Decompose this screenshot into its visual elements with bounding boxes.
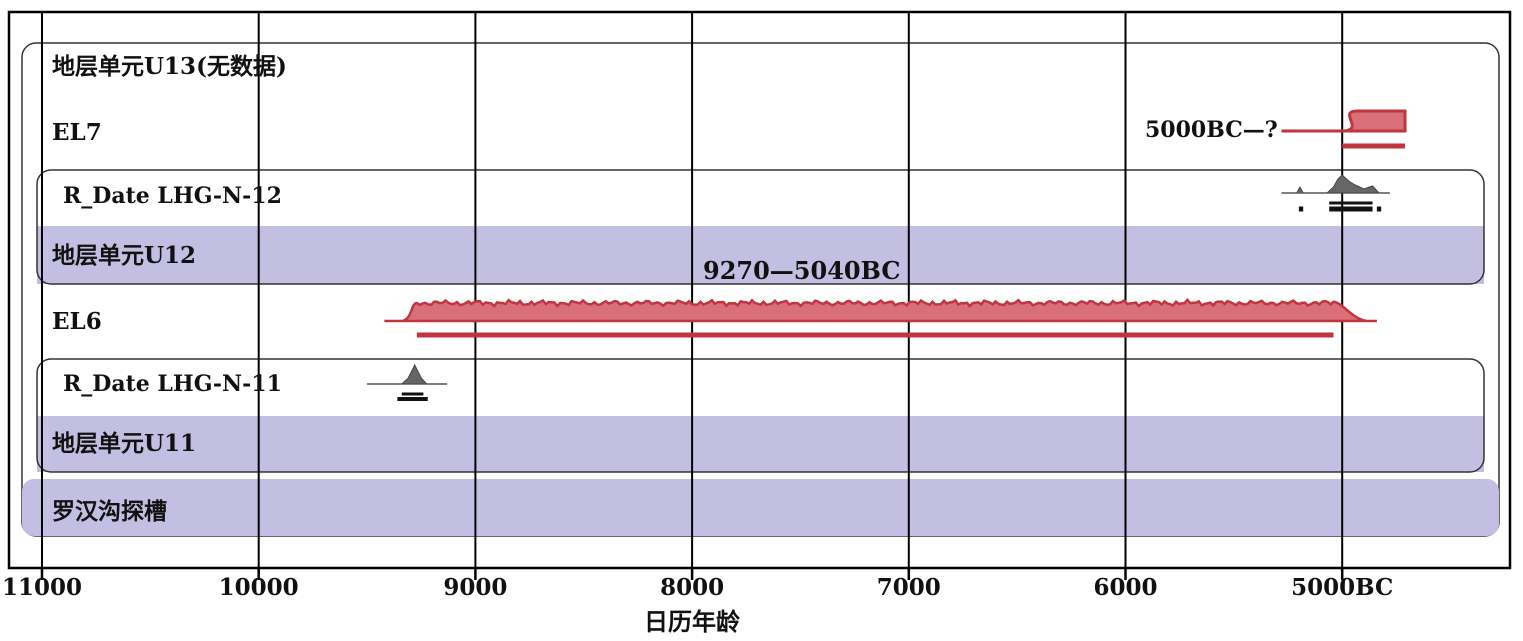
- lhg-n-11-distribution: [400, 363, 428, 385]
- tick-label-7000: 7000: [877, 574, 941, 601]
- row-label-u11: 地层单元U11: [52, 430, 196, 457]
- row-label-u12: 地层单元U12: [52, 242, 196, 269]
- phase-u12-band: [37, 226, 1484, 284]
- row-label-el6: EL6: [52, 308, 102, 335]
- distributions: [367, 109, 1407, 401]
- row-label-sequence: 罗汉沟探槽: [52, 498, 167, 525]
- plot-frame: [7, 10, 1512, 570]
- tick-label-5000BC: 5000BC: [1291, 574, 1393, 601]
- el6-annotation: 9270—5040BC: [703, 256, 900, 285]
- tick-label-6000: 6000: [1093, 574, 1157, 601]
- el6-distribution: [384, 298, 1377, 323]
- row-label-lhg-n-12: R_Date LHG-N-12: [63, 183, 282, 209]
- row-label-lhg-n-11: R_Date LHG-N-11: [63, 371, 282, 397]
- lhg-n-12-distribution: [1296, 174, 1381, 194]
- phase-u11-box: [36, 358, 1485, 473]
- phase-u11-band: [37, 416, 1484, 472]
- tick-label-8000: 8000: [660, 574, 724, 601]
- row-label-el7: EL7: [52, 119, 102, 146]
- tick-label-11000: 11000: [2, 574, 82, 601]
- x-axis: 11000 10000 9000 8000 7000 6000 5000BC: [2, 568, 1393, 601]
- x-axis-title: 日历年龄: [644, 607, 741, 636]
- el7-annotation: 5000BC—?: [1145, 117, 1278, 143]
- sequence-band: [22, 479, 1499, 536]
- phase-bands: [21, 42, 1500, 537]
- phase-u12-box: [36, 169, 1485, 285]
- tick-label-9000: 9000: [443, 574, 507, 601]
- vertical-gridlines: [41, 12, 1344, 568]
- row-label-u13: 地层单元U13(无数据): [52, 53, 287, 80]
- tick-label-10000: 10000: [219, 574, 299, 601]
- el7-distribution: [1281, 109, 1407, 133]
